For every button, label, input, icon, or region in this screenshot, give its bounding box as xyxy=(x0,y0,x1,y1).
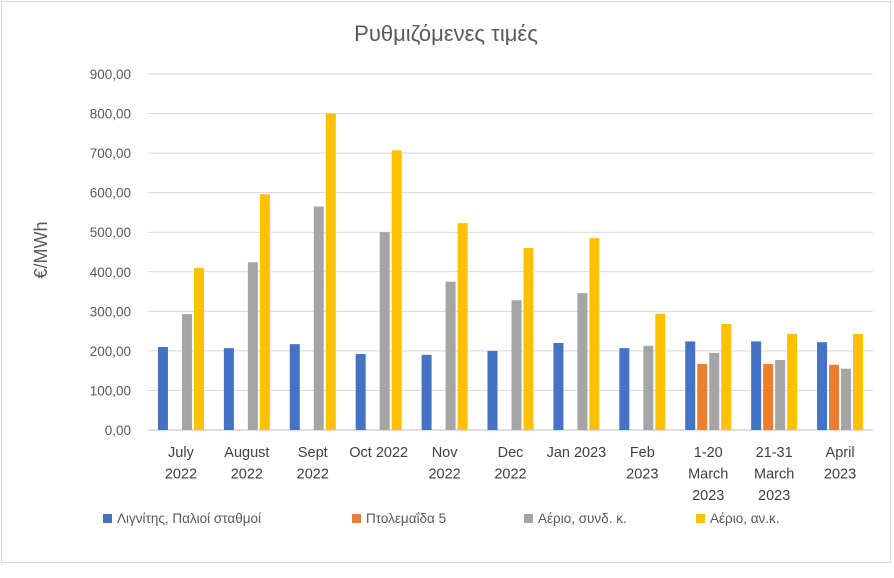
x-category-label: Oct 2022 xyxy=(349,445,408,461)
bar-series-4 xyxy=(325,113,336,431)
bar-series-1 xyxy=(751,341,762,430)
chart-frame xyxy=(1,1,891,563)
bar-series-3 xyxy=(709,352,720,430)
bar-series-4 xyxy=(523,248,534,430)
x-category-label: April xyxy=(826,445,855,461)
x-category-label: Feb xyxy=(630,445,655,461)
bar-series-4 xyxy=(391,150,402,430)
y-tick-label: 800,00 xyxy=(90,107,131,122)
legend-swatch xyxy=(352,514,361,523)
x-category-label: March xyxy=(754,467,794,483)
x-category-label: 2022 xyxy=(428,467,460,483)
y-tick-label: 100,00 xyxy=(90,383,131,398)
bar-series-3 xyxy=(775,359,786,430)
bar-series-2 xyxy=(829,364,840,430)
bar-series-3 xyxy=(181,314,192,430)
x-category-label: Jan 2023 xyxy=(547,445,607,461)
bar-series-4 xyxy=(721,323,732,430)
y-tick-label: 900,00 xyxy=(90,67,131,82)
bar-series-3 xyxy=(643,345,654,430)
bar-series-1 xyxy=(355,354,366,430)
bar-series-1 xyxy=(817,342,828,430)
bar-series-4 xyxy=(589,238,600,430)
bar-series-1 xyxy=(157,346,168,430)
x-category-label: July xyxy=(168,445,195,461)
x-category-label: 2023 xyxy=(758,488,790,504)
bar-series-3 xyxy=(445,281,456,430)
bar-series-1 xyxy=(619,348,630,430)
x-category-label: 2023 xyxy=(692,488,724,504)
bar-series-4 xyxy=(853,333,864,430)
x-category-label: 2023 xyxy=(824,467,856,483)
x-category-label: August xyxy=(224,445,269,461)
chart-title: Ρυθμιζόμενες τιμές xyxy=(354,21,538,46)
y-tick-label: 600,00 xyxy=(90,186,131,201)
legend: Λιγνίτης, Παλιοί σταθμοί Πτολεμαΐδα 5 Αέρι… xyxy=(103,511,780,526)
bar-series-2 xyxy=(697,363,708,430)
legend-swatch xyxy=(103,514,112,523)
x-category-label: March xyxy=(688,467,728,483)
y-tick-label: 500,00 xyxy=(90,225,131,240)
y-tick-label: 0,00 xyxy=(105,423,131,438)
bar-series-4 xyxy=(655,313,666,430)
bar-series-1 xyxy=(289,344,300,430)
x-category-label: 2023 xyxy=(626,467,658,483)
bar-series-1 xyxy=(421,354,432,430)
bar-series-3 xyxy=(841,368,852,430)
x-category-label: Dec xyxy=(498,445,524,461)
legend-swatch xyxy=(696,514,705,523)
x-category-label: Sept xyxy=(298,445,328,461)
x-category-labels: July 2022 August 2022 Sept 2022 Oct 2022 Nov 202… xyxy=(165,445,856,504)
legend-label: Πτολεμαΐδα 5 xyxy=(366,511,446,526)
bar-series-4 xyxy=(259,194,270,430)
bar-series-1 xyxy=(553,342,564,430)
x-category-label: 2022 xyxy=(231,467,263,483)
bar-series-3 xyxy=(577,293,588,430)
bar-series-1 xyxy=(487,350,498,430)
x-category-label: 2022 xyxy=(165,467,197,483)
bars xyxy=(157,113,864,431)
y-tick-label: 200,00 xyxy=(90,344,131,359)
x-category-label: 1-20 xyxy=(694,445,723,461)
bar-series-3 xyxy=(511,300,522,430)
bar-series-2 xyxy=(763,363,774,430)
bar-series-4 xyxy=(193,267,204,430)
legend-label: Λιγνίτης, Παλιοί σταθμοί xyxy=(117,511,261,526)
bar-series-3 xyxy=(379,232,390,430)
x-category-label: 21-31 xyxy=(756,445,793,461)
y-axis-label: €/MWh xyxy=(31,221,51,278)
x-category-label: Nov xyxy=(432,445,459,461)
bar-series-3 xyxy=(247,262,258,430)
bar-series-1 xyxy=(685,341,696,430)
bar-series-1 xyxy=(223,348,234,430)
y-tick-labels: 0,00 100,00 200,00 300,00 400,00 500,00 600,00… xyxy=(90,67,131,438)
y-tick-label: 300,00 xyxy=(90,304,131,319)
x-category-label: 2022 xyxy=(297,467,329,483)
legend-label: Αέριο, αν.κ. xyxy=(710,511,780,526)
y-tick-label: 400,00 xyxy=(90,265,131,280)
y-tick-label: 700,00 xyxy=(90,146,131,161)
bar-series-4 xyxy=(787,333,798,430)
bar-series-3 xyxy=(313,206,324,430)
legend-label: Αέριο, συνδ. κ. xyxy=(538,511,627,526)
bar-series-4 xyxy=(457,223,468,430)
legend-swatch xyxy=(524,514,533,523)
x-category-label: 2022 xyxy=(494,467,526,483)
